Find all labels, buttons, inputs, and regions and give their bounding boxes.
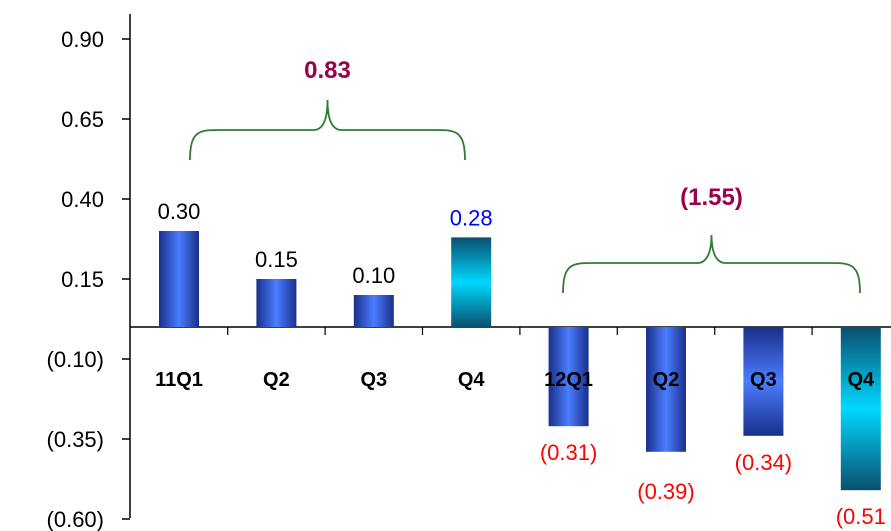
value-label: 0.30 [158,199,201,224]
bar [353,295,394,327]
value-label: 0.28 [450,205,493,230]
bracket-label: (1.55) [680,184,743,211]
axes: 0.90 0.65 0.40 0.15 (0.10) (0.35) (0.60) [47,14,891,531]
value-label: (0.34) [735,450,792,475]
bar [840,327,881,491]
bracket-annotation [562,234,861,294]
labels: 0.30 11Q1 0.15 Q2 0.10 Q3 0.28 Q4 (0.31) 12Q1 (0.3… [155,199,886,529]
bracket-label: 0.83 [304,57,351,84]
category-label: Q3 [750,369,777,391]
value-label: (0.31) [540,440,597,465]
y-tick-label: 0.40 [61,187,104,212]
y-tick-label: 0.90 [61,27,104,52]
category-label: 12Q1 [544,369,593,391]
bar [256,279,297,327]
y-tick-label: (0.10) [47,347,104,372]
bar [743,327,784,436]
bar [646,327,686,452]
bar [159,231,199,327]
value-label: (0.51 [836,504,886,529]
bar [451,237,492,327]
category-label: Q4 [458,369,486,391]
category-label: Q2 [653,369,680,391]
braces: 0.83 (1.55) [189,57,861,294]
bar [548,327,589,427]
category-label: Q3 [360,369,387,391]
bracket-annotation [189,99,466,161]
category-label: Q4 [847,369,875,391]
value-label: 0.10 [352,263,395,288]
y-tick-label: 0.65 [61,107,104,132]
value-label: (0.39) [637,479,694,504]
bars [159,231,881,491]
y-tick-label: (0.60) [47,507,104,531]
y-tick-label: (0.35) [47,427,104,452]
category-label: Q2 [263,369,290,391]
category-label: 11Q1 [155,369,203,391]
y-tick-label: 0.15 [61,267,104,292]
value-label: 0.15 [255,247,298,272]
